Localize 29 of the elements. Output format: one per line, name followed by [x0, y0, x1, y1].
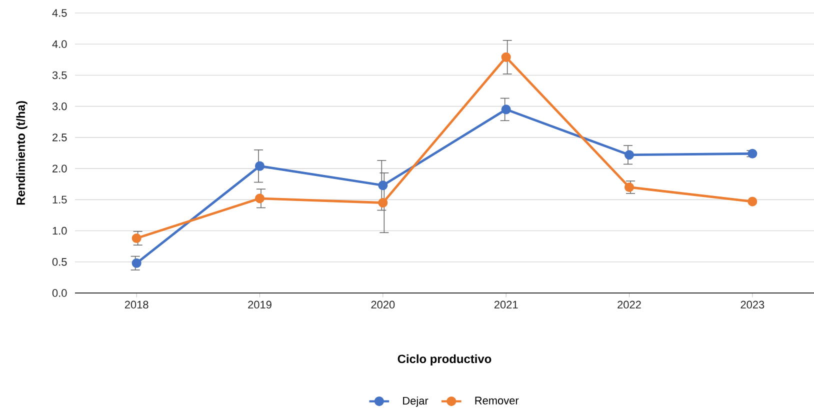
y-tick-label: 2.0 [52, 164, 67, 172]
y-tick-label: 2.5 [52, 134, 67, 142]
legend-label: Remover [475, 396, 519, 404]
point [378, 198, 388, 208]
legend-label: Dejar [403, 396, 428, 407]
y-tick-label: 1.5 [52, 196, 67, 204]
x-tick-label: 2021 [494, 300, 518, 309]
point [254, 194, 265, 204]
y-tick-label: 4.5 [52, 9, 67, 17]
y-axis-title: Rendimiento (t/ha) [16, 101, 28, 205]
point [254, 161, 265, 171]
x-tick-label: 2019 [248, 300, 272, 309]
y-tick-label: 0.5 [52, 258, 67, 266]
point [378, 180, 388, 190]
point [501, 104, 511, 114]
x-tick-label: 2022 [618, 300, 641, 309]
x-tick-label: 2020 [371, 300, 395, 309]
y-tick-label: 4.0 [52, 40, 67, 48]
y-tick-label: 3.5 [52, 71, 67, 80]
point [501, 52, 511, 62]
x-axis-title: Ciclo productivo [398, 354, 492, 366]
point [132, 258, 142, 268]
y-tick-label: 1.0 [52, 226, 67, 235]
y-tick-label: 0.0 [52, 289, 67, 297]
x-tick-label: 2023 [740, 300, 764, 309]
y-tick-label: 3.0 [52, 102, 67, 110]
x-tick-label: 2018 [124, 300, 148, 309]
point [748, 196, 758, 206]
point [624, 150, 634, 160]
